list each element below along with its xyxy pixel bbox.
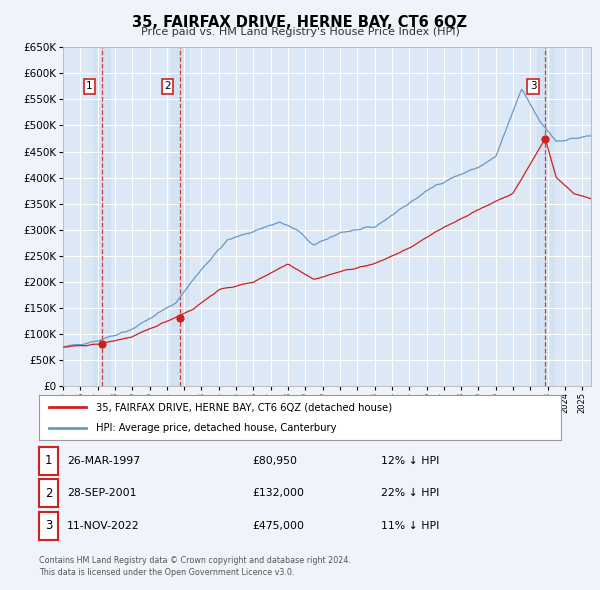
Text: 11-NOV-2022: 11-NOV-2022: [67, 521, 140, 530]
Text: 35, FAIRFAX DRIVE, HERNE BAY, CT6 6QZ: 35, FAIRFAX DRIVE, HERNE BAY, CT6 6QZ: [133, 15, 467, 30]
Bar: [536, 47, 554, 386]
Text: £132,000: £132,000: [252, 489, 304, 498]
Text: 22% ↓ HPI: 22% ↓ HPI: [381, 489, 439, 498]
Text: £475,000: £475,000: [252, 521, 304, 530]
Text: HPI: Average price, detached house, Canterbury: HPI: Average price, detached house, Cant…: [97, 422, 337, 432]
Text: 12% ↓ HPI: 12% ↓ HPI: [381, 456, 439, 466]
Text: 28-SEP-2001: 28-SEP-2001: [67, 489, 137, 498]
Text: 3: 3: [45, 519, 52, 532]
Text: 11% ↓ HPI: 11% ↓ HPI: [381, 521, 439, 530]
Text: Price paid vs. HM Land Registry's House Price Index (HPI): Price paid vs. HM Land Registry's House …: [140, 27, 460, 37]
Text: 35, FAIRFAX DRIVE, HERNE BAY, CT6 6QZ (detached house): 35, FAIRFAX DRIVE, HERNE BAY, CT6 6QZ (d…: [97, 402, 392, 412]
Text: 26-MAR-1997: 26-MAR-1997: [67, 456, 140, 466]
Bar: [93, 47, 110, 386]
Text: 2: 2: [164, 81, 171, 91]
Text: 2: 2: [45, 487, 52, 500]
Text: This data is licensed under the Open Government Licence v3.0.: This data is licensed under the Open Gov…: [39, 568, 295, 577]
Text: Contains HM Land Registry data © Crown copyright and database right 2024.: Contains HM Land Registry data © Crown c…: [39, 556, 351, 565]
Text: 1: 1: [45, 454, 52, 467]
Text: 3: 3: [530, 81, 536, 91]
Text: £80,950: £80,950: [252, 456, 297, 466]
Bar: [171, 47, 188, 386]
Text: 1: 1: [86, 81, 93, 91]
